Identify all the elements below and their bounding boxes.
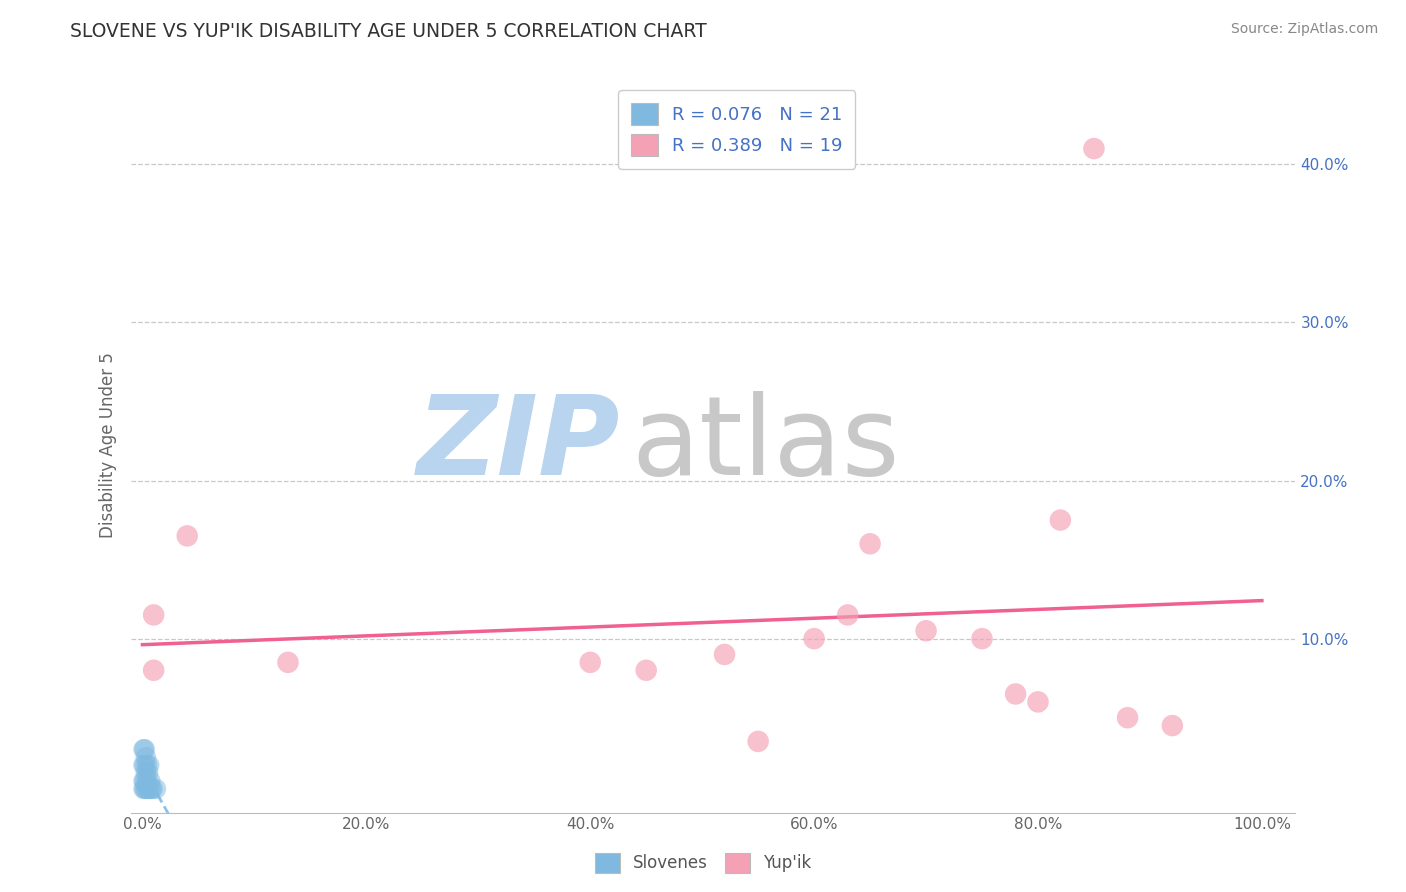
Point: [915, 624, 938, 638]
Text: Source: ZipAtlas.com: Source: ZipAtlas.com: [1230, 22, 1378, 37]
Point: [142, 663, 165, 677]
Point: [141, 781, 163, 796]
Point: [134, 781, 156, 796]
Text: atlas: atlas: [631, 392, 900, 499]
Point: [135, 766, 157, 780]
Point: [139, 773, 162, 788]
Point: [803, 632, 825, 646]
Point: [1083, 142, 1105, 156]
Point: [136, 766, 159, 780]
Point: [277, 656, 299, 670]
Point: [176, 529, 198, 543]
Point: [859, 537, 882, 551]
Legend: Slovenes, Yup'ik: Slovenes, Yup'ik: [588, 847, 818, 880]
Point: [1049, 513, 1071, 527]
Point: [135, 773, 157, 788]
Point: [132, 773, 155, 788]
Point: [1026, 695, 1049, 709]
Point: [1161, 718, 1184, 732]
Point: [135, 750, 157, 764]
Point: [579, 656, 602, 670]
Text: ZIP: ZIP: [416, 392, 620, 499]
Point: [134, 742, 156, 756]
Point: [1116, 711, 1139, 725]
Point: [138, 781, 160, 796]
Point: [145, 781, 167, 796]
Point: [135, 758, 157, 772]
Point: [132, 781, 155, 796]
Y-axis label: Disability Age Under 5: Disability Age Under 5: [100, 352, 117, 538]
Point: [134, 758, 156, 772]
Point: [136, 781, 159, 796]
Point: [747, 734, 769, 748]
Point: [142, 607, 165, 622]
Point: [636, 663, 658, 677]
Point: [141, 781, 163, 796]
Point: [970, 632, 993, 646]
Point: [134, 773, 156, 788]
Point: [1004, 687, 1026, 701]
Point: [713, 648, 735, 662]
Point: [132, 742, 155, 756]
Point: [138, 758, 160, 772]
Point: [135, 781, 157, 796]
Text: SLOVENE VS YUP'IK DISABILITY AGE UNDER 5 CORRELATION CHART: SLOVENE VS YUP'IK DISABILITY AGE UNDER 5…: [70, 22, 707, 41]
Point: [837, 607, 859, 622]
Legend: R = 0.076   N = 21, R = 0.389   N = 19: R = 0.076 N = 21, R = 0.389 N = 19: [619, 90, 855, 169]
Point: [132, 758, 155, 772]
